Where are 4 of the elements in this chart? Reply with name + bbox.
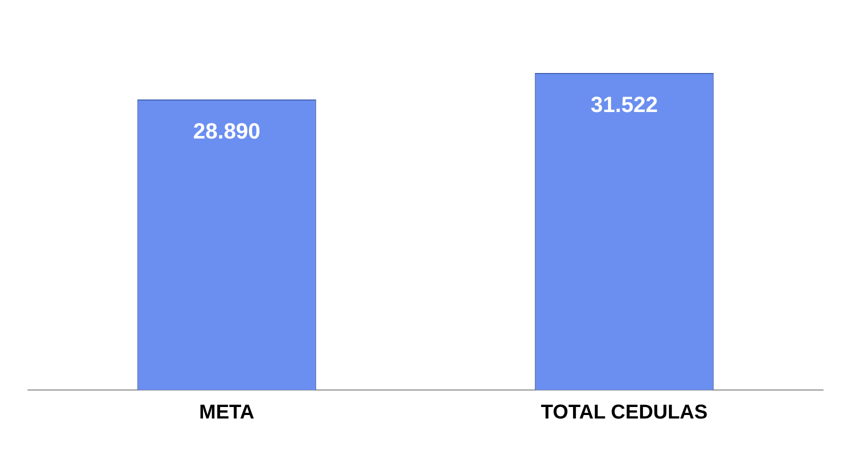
data-label: 28.890 bbox=[193, 118, 260, 144]
x-tick-label: TOTAL CEDULAS bbox=[540, 402, 708, 424]
x-tick-label: META bbox=[199, 402, 254, 424]
data-label: 31.522 bbox=[590, 92, 658, 118]
